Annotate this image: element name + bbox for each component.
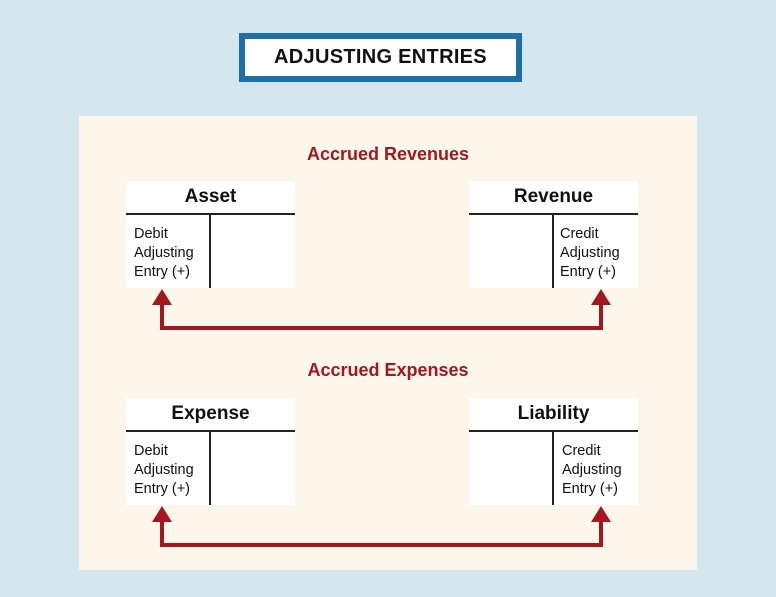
expense-t-account: Expense Debit Adjusting Entry (+) — [126, 398, 295, 505]
t-account-horizontal-rule — [469, 430, 638, 432]
accrued-revenues-heading: Accrued Revenues — [306, 144, 470, 164]
t-account-vertical-rule — [209, 215, 211, 288]
t-account-vertical-rule — [552, 432, 554, 505]
debit-adjusting-entry-note: Debit Adjusting Entry (+) — [134, 442, 212, 499]
note-line: Credit — [562, 443, 601, 459]
t-account-horizontal-rule — [469, 213, 638, 215]
revenue-account-title: Revenue — [513, 186, 594, 207]
note-line: Credit — [560, 226, 599, 242]
liability-t-account: Liability Credit Adjusting Entry (+) — [469, 398, 638, 505]
note-line: Entry (+) — [134, 481, 190, 497]
t-account-horizontal-rule — [126, 430, 295, 432]
note-line: Entry (+) — [562, 481, 618, 497]
t-account-vertical-rule — [209, 432, 211, 505]
note-line: Debit — [134, 443, 168, 459]
asset-account-title: Asset — [184, 186, 237, 207]
liability-account-title: Liability — [517, 403, 590, 424]
t-account-vertical-rule — [552, 215, 554, 288]
note-line: Entry (+) — [134, 264, 190, 280]
arrowhead-up-icon — [152, 506, 172, 522]
note-line: Adjusting — [134, 462, 194, 478]
note-line: Entry (+) — [560, 264, 616, 280]
expense-account-title: Expense — [171, 403, 250, 424]
title-box: ADJUSTING ENTRIES — [239, 33, 522, 82]
diagram-title: ADJUSTING ENTRIES — [274, 46, 487, 68]
credit-adjusting-entry-note: Credit Adjusting Entry (+) — [560, 225, 638, 282]
credit-adjusting-entry-note: Credit Adjusting Entry (+) — [562, 442, 640, 499]
asset-t-account: Asset Debit Adjusting Entry (+) — [126, 181, 295, 288]
accrued-revenues-connector — [152, 289, 611, 330]
t-account-horizontal-rule — [126, 213, 295, 215]
accrued-expenses-heading: Accrued Expenses — [307, 360, 469, 380]
arrowhead-up-icon — [152, 289, 172, 305]
note-line: Adjusting — [562, 462, 622, 478]
note-line: Adjusting — [560, 245, 620, 261]
arrowhead-up-icon — [591, 506, 611, 522]
debit-adjusting-entry-note: Debit Adjusting Entry (+) — [134, 225, 212, 282]
arrowhead-up-icon — [591, 289, 611, 305]
accrued-expenses-connector — [152, 506, 611, 547]
note-line: Adjusting — [134, 245, 194, 261]
revenue-t-account: Revenue Credit Adjusting Entry (+) — [469, 181, 638, 288]
note-line: Debit — [134, 226, 168, 242]
